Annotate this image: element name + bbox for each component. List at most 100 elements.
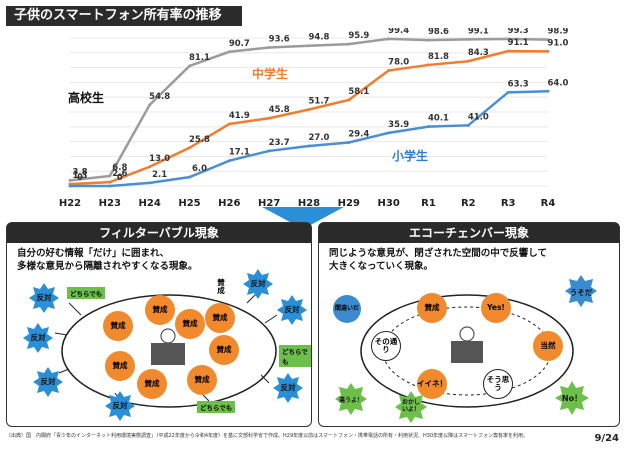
agree-node: 賛成 bbox=[145, 295, 175, 325]
oppose-label: 反対 bbox=[30, 333, 46, 342]
oppose-label: 反対 bbox=[280, 383, 296, 392]
data-label: 99.4 bbox=[388, 28, 409, 36]
chigau-label: 違うよ！ bbox=[338, 397, 363, 404]
x-tick-label: R1 bbox=[421, 198, 436, 209]
x-tick-label: R2 bbox=[461, 198, 476, 209]
oppose-label: 反対 bbox=[284, 305, 300, 314]
data-label: 51.7 bbox=[309, 96, 330, 106]
no-badge bbox=[555, 381, 589, 415]
data-point bbox=[267, 116, 271, 120]
data-label: 99.3 bbox=[508, 28, 529, 36]
oppose-badge bbox=[33, 367, 63, 397]
page-number: 9/24 bbox=[594, 433, 619, 444]
data-point bbox=[188, 146, 191, 150]
data-label: 2.1 bbox=[152, 170, 167, 180]
data-label: 98.9 bbox=[548, 28, 569, 37]
data-point bbox=[466, 123, 470, 127]
x-tick-label: H25 bbox=[178, 198, 200, 209]
data-point bbox=[307, 107, 311, 111]
data-point bbox=[307, 44, 311, 48]
data-label: 58.1 bbox=[348, 87, 369, 97]
echo-yes-node: Yes! bbox=[481, 293, 511, 323]
data-point bbox=[108, 184, 112, 188]
data-label: 41.0 bbox=[468, 112, 489, 122]
series-name-label: 小学生 bbox=[392, 148, 428, 163]
echo-chamber-desc-1: 同じような意見が、閉ざされた空間の中で反響して bbox=[329, 248, 548, 259]
either-badge: どちらでも bbox=[279, 345, 311, 367]
data-point bbox=[68, 184, 72, 188]
data-label: 0 bbox=[77, 173, 83, 183]
data-point bbox=[506, 37, 510, 41]
filter-bubble-desc-2: 多様な意見から隔離されやすくなる現象。 bbox=[17, 261, 198, 272]
data-point bbox=[267, 45, 271, 49]
oppose-badge bbox=[273, 373, 303, 403]
x-tick-label: H26 bbox=[218, 198, 240, 209]
data-point bbox=[546, 38, 550, 42]
chigau-badge bbox=[335, 383, 367, 415]
okashii-label: おかしいよ！ bbox=[401, 399, 420, 413]
data-point bbox=[347, 42, 351, 46]
either-badge: どちらでも bbox=[197, 401, 236, 413]
series-name-label: 高校生 bbox=[68, 90, 104, 105]
ownership-line-chart: H22 H23 H24 H25 H26 H27 H28 H29 H30 R1 R2 R3 R4 3.8 6.… bbox=[59, 26, 569, 209]
agree-node: 賛成 bbox=[105, 351, 135, 381]
agree-node: 賛成 bbox=[187, 365, 217, 395]
data-label: 78.0 bbox=[388, 58, 409, 68]
agree-node: 賛成 bbox=[205, 303, 235, 333]
series-name-label: 中学生 bbox=[252, 66, 288, 81]
down-arrow-icon bbox=[262, 207, 344, 229]
data-point bbox=[387, 69, 391, 73]
data-label: 64.0 bbox=[548, 78, 569, 88]
echo-sou-node: そう思う bbox=[483, 369, 513, 399]
data-label: 81.8 bbox=[428, 52, 449, 62]
usoda-label: うそだ bbox=[569, 288, 593, 297]
x-tick-label: H30 bbox=[378, 198, 400, 209]
page-title: 子供のスマートフォン所有率の推移 bbox=[6, 6, 242, 26]
data-point bbox=[466, 37, 470, 41]
x-tick-label: H22 bbox=[59, 198, 81, 209]
data-point bbox=[307, 144, 311, 148]
x-tick-label: H23 bbox=[99, 198, 121, 209]
data-point bbox=[427, 125, 430, 129]
oppose-label: 反対 bbox=[112, 401, 128, 410]
data-point bbox=[506, 49, 510, 53]
data-label: 29.4 bbox=[348, 129, 369, 139]
data-point bbox=[108, 174, 112, 178]
ownership-chart: H22 H23 H24 H25 H26 H27 H28 H29 H30 R1 R2 R3 R4 3.8 6.… bbox=[0, 26, 627, 216]
agree-node: 賛成 bbox=[175, 309, 205, 339]
data-label: 23.7 bbox=[269, 138, 290, 148]
data-label: 90.7 bbox=[229, 39, 250, 49]
data-label: 99.1 bbox=[468, 28, 489, 36]
data-point bbox=[466, 59, 470, 63]
data-point bbox=[227, 50, 231, 54]
no-label: No！ bbox=[561, 394, 583, 403]
data-label: 84.3 bbox=[468, 48, 489, 58]
data-point bbox=[546, 89, 550, 93]
data-point bbox=[427, 38, 430, 42]
data-point bbox=[427, 63, 430, 67]
echo-sono-node: その通り bbox=[371, 331, 401, 361]
oppose-label: 反対 bbox=[40, 377, 56, 386]
data-point bbox=[148, 103, 152, 107]
x-tick-label: H28 bbox=[298, 198, 320, 209]
oppose-label: 反対 bbox=[36, 293, 52, 302]
data-label: 54.8 bbox=[149, 92, 170, 102]
filter-bubble-desc-1: 自分の好む情報「だけ」に囲まれ、 bbox=[17, 248, 170, 259]
data-label: 35.9 bbox=[388, 120, 409, 130]
data-label: 6.8 bbox=[112, 163, 127, 173]
data-label: 2.6 bbox=[112, 169, 127, 179]
usoda-badge bbox=[565, 275, 597, 307]
oppose-badge bbox=[105, 391, 135, 421]
oppose-badge bbox=[277, 295, 307, 325]
echo-touzen-node: 当然 bbox=[533, 331, 563, 361]
okashii-badge bbox=[395, 391, 427, 423]
x-tick-label: R3 bbox=[501, 198, 516, 209]
data-point bbox=[387, 37, 391, 41]
agree-node: 賛成 bbox=[137, 369, 167, 399]
data-label: 41.9 bbox=[229, 111, 250, 121]
data-point bbox=[227, 122, 231, 126]
data-point bbox=[188, 64, 191, 68]
data-label: 3.8 bbox=[72, 167, 87, 177]
either-badge: どちらでも bbox=[67, 287, 106, 299]
data-label: 40.1 bbox=[428, 114, 449, 124]
